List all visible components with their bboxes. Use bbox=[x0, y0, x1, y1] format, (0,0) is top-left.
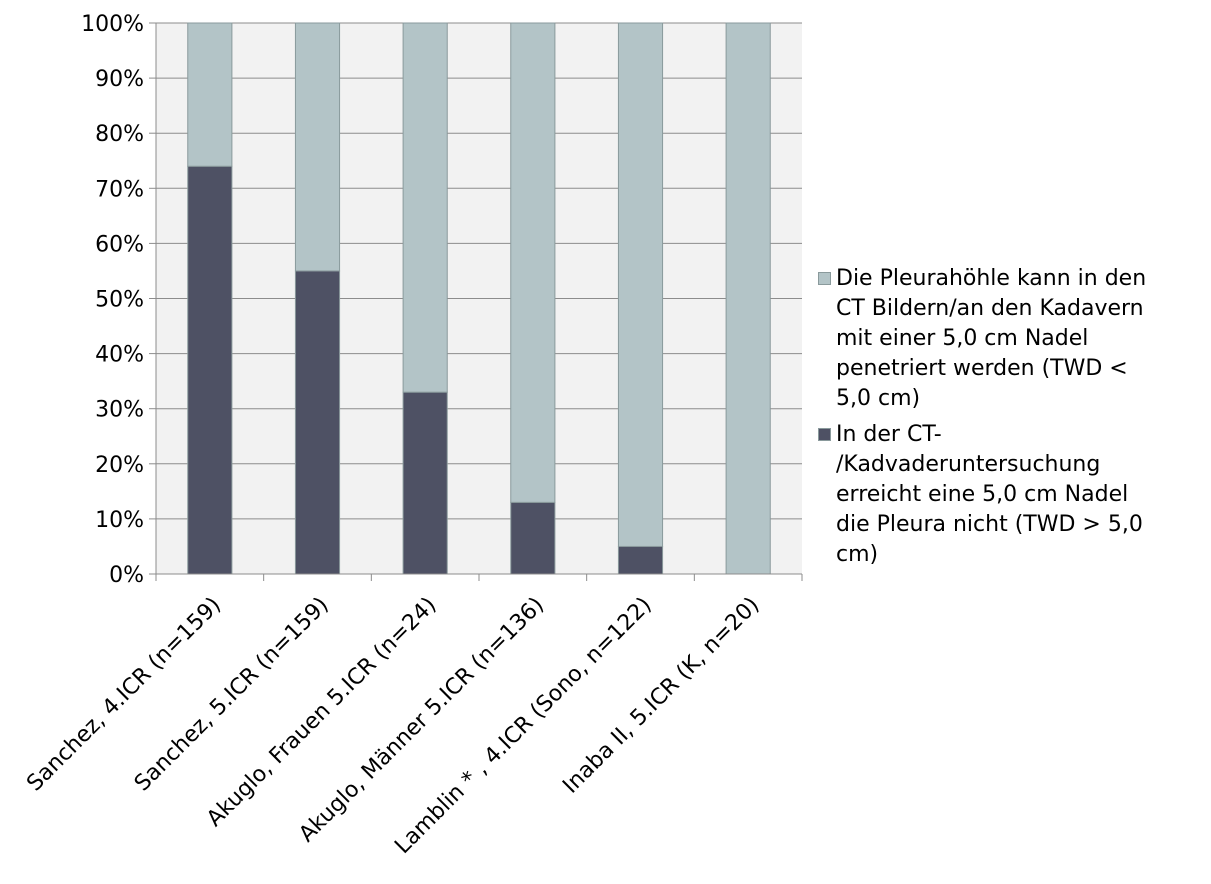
legend-item-not-reached: In der CT- /Kadvaderuntersuchung erreich… bbox=[818, 420, 1211, 570]
legend-label-penetrable: Die Pleurahöhle kann in den CT Bildern/a… bbox=[836, 266, 1147, 411]
bar-segment-not-reached bbox=[617, 545, 664, 575]
bar-segment-penetrable bbox=[617, 22, 664, 547]
bar-segment-penetrable bbox=[187, 22, 233, 167]
legend: Die Pleurahöhle kann in den CT Bildern/a… bbox=[818, 264, 1211, 576]
bar-segment-penetrable bbox=[294, 22, 341, 272]
y-tick-label: 20% bbox=[95, 453, 144, 478]
y-tick-label: 90% bbox=[95, 67, 144, 92]
x-axis-labels: Sanchez, 4.ICR (n=159)Sanchez, 5.ICR (n=… bbox=[22, 593, 764, 859]
bar-segment-penetrable bbox=[510, 22, 556, 503]
bar-segment-not-reached bbox=[187, 165, 233, 575]
y-tick-label: 50% bbox=[95, 288, 144, 313]
y-tick-label: 80% bbox=[95, 122, 144, 147]
y-axis-ticks: 0% 10% 20% 30% 40% 50% 60% 70% 80% 90% 100% bbox=[81, 12, 156, 588]
x-category-label: Inaba II, 5.ICR (K, n=20) bbox=[558, 593, 764, 799]
legend-swatch-penetrable bbox=[818, 272, 831, 285]
bar-segment-not-reached bbox=[402, 391, 448, 575]
y-tick-label: 100% bbox=[81, 12, 144, 37]
y-tick-label: 10% bbox=[95, 508, 144, 533]
y-tick-label: 0% bbox=[109, 563, 144, 588]
x-category-label: Sanchez, 4.ICR (n=159) bbox=[22, 593, 226, 797]
x-category-label: Sanchez, 5.ICR (n=159) bbox=[130, 593, 334, 797]
legend-label-not-reached: In der CT- /Kadvaderuntersuchung erreich… bbox=[836, 422, 1143, 567]
bar-segment-penetrable bbox=[402, 22, 448, 393]
x-category-label: Akuglo, Frauen 5.ICR (n=24) bbox=[202, 593, 441, 832]
bars bbox=[187, 22, 771, 575]
legend-swatch-not-reached bbox=[818, 428, 831, 441]
y-tick-label: 30% bbox=[95, 398, 144, 423]
gridlines bbox=[156, 22, 802, 575]
bar-segment-not-reached bbox=[294, 270, 341, 575]
y-tick-label: 70% bbox=[95, 177, 144, 202]
y-tick-label: 40% bbox=[95, 343, 144, 368]
y-tick-label: 60% bbox=[95, 232, 144, 257]
bar-segment-penetrable bbox=[725, 22, 771, 575]
bar-segment-not-reached bbox=[510, 501, 556, 575]
legend-item-penetrable: Die Pleurahöhle kann in den CT Bildern/a… bbox=[818, 264, 1211, 414]
